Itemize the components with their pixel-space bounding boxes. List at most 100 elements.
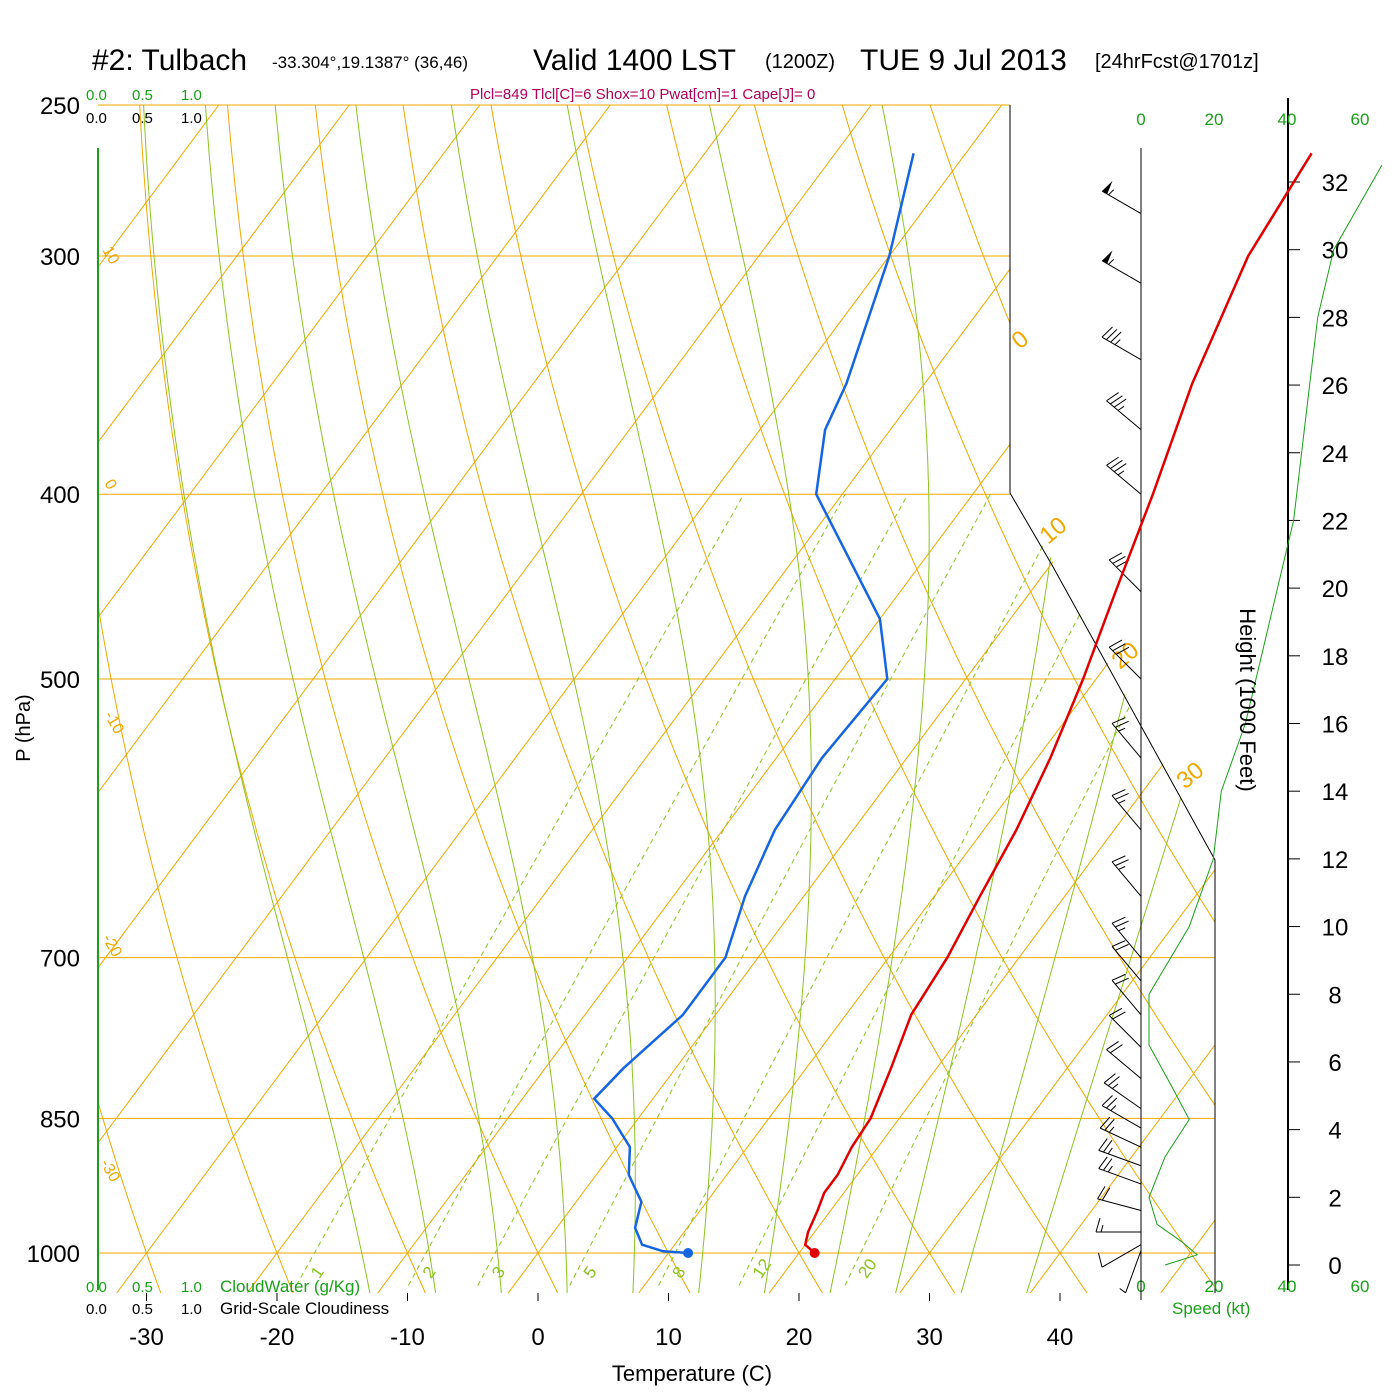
pressure-tick-label: 850 (40, 1106, 80, 1133)
wind-barb-full (1111, 940, 1126, 947)
wind-barb-full (1110, 395, 1123, 405)
wind-barb-full (1111, 916, 1126, 924)
cloudiness-bottom-tick-0: 0.0 (86, 1301, 107, 1318)
wind-barb-full (1111, 717, 1126, 724)
wind-barb (1098, 1156, 1142, 1185)
height-tick-label: 6 (1328, 1050, 1341, 1077)
wind-barb-half (1118, 799, 1126, 804)
surface-dewpoint-dot (683, 1248, 694, 1258)
isotherm-ext--30 (116, 1252, 147, 1293)
cloudiness-bottom-tick-1: 0.5 (132, 1301, 153, 1318)
wind-barb-half (1107, 1147, 1113, 1155)
temperature-tick-label: -20 (260, 1324, 295, 1351)
wind-barb-staff (1106, 400, 1142, 431)
wind-barb (1101, 180, 1142, 214)
wind-barb-staff (1106, 1049, 1142, 1079)
wind-barb-full (1115, 720, 1129, 728)
isotherm-lines (98, 105, 1215, 1293)
wind-barb-half (1100, 1224, 1104, 1233)
wind-barb-full (1115, 859, 1129, 867)
wind-barb-full (1104, 1118, 1115, 1131)
wind-panel: 0246810121416182022242628303200202040406… (1095, 98, 1383, 1300)
forecast-info: [24hrFcst@1701z] (1095, 51, 1259, 73)
wind-barb-staff (1101, 336, 1142, 361)
wind-barb-half (1118, 866, 1126, 870)
isotherm--80 (98, 105, 350, 1254)
mixing-ratio-label: 5 (580, 1263, 601, 1282)
wind-barb-staff (1101, 260, 1142, 284)
height-axis-title: Height (1000 Feet) (1235, 608, 1260, 791)
wind-barb-full (1112, 643, 1126, 652)
wind-barb (1119, 1250, 1142, 1294)
moist-adiabat-20 (701, 105, 812, 1293)
wind-barb-staff (1101, 1244, 1142, 1268)
pressure-tick-label: 400 (40, 482, 80, 509)
wind-barb (1111, 717, 1142, 759)
wind-barb-full (1110, 1044, 1123, 1054)
height-tick-label: 30 (1322, 238, 1349, 265)
dry-adiabat--20 (98, 105, 297, 1293)
wind-barb-full (1108, 552, 1123, 561)
stability-indices: Plcl=849 Tlcl[C]=6 Shox=10 Pwat[cm]=1 Ca… (470, 86, 815, 103)
height-tick-label: 0 (1328, 1253, 1341, 1280)
isotherm-30 (929, 105, 1215, 1254)
wind-barb (1103, 1073, 1142, 1110)
wind-barb-full (1115, 920, 1129, 928)
cloudwater-label: CloudWater (g/Kg) (220, 1277, 360, 1296)
valid-date: TUE 9 Jul 2013 (860, 44, 1067, 77)
dry-adiabat-label: -10 (101, 709, 127, 738)
wind-barb-full (1101, 1095, 1113, 1106)
wind-barb-staff (1111, 946, 1142, 982)
dry-adiabat-label: 0 (1007, 325, 1035, 354)
wind-barb-staff (1111, 723, 1142, 759)
wind-barb-full (1098, 1252, 1103, 1268)
dry-adiabat-label: 0 (101, 477, 120, 493)
wind-barb-full (1103, 1073, 1116, 1084)
wind-barb (1108, 552, 1142, 593)
wind-barb-full (1101, 1187, 1111, 1201)
dry-adiabat-label: 30 (1172, 757, 1210, 795)
height-tick-label: 26 (1322, 373, 1349, 400)
wind-barb-full (1106, 329, 1118, 340)
wind-barb-full (1095, 1217, 1101, 1233)
wind-barb-half (1119, 1288, 1126, 1294)
mixing-ratio-label: 12 (749, 1255, 775, 1281)
wind-barb-full (1111, 855, 1126, 863)
wind-barb-full (1097, 1186, 1106, 1200)
dry-adiabat-label: -30 (97, 1157, 123, 1186)
mixing-ratio-1 (295, 493, 745, 1286)
pressure-tick-label: 500 (40, 667, 80, 694)
wind-barb-staff (1111, 795, 1142, 831)
wind-barb (1111, 973, 1142, 1016)
wind-barb-full (1098, 1138, 1108, 1151)
wind-barb-staff (1106, 464, 1142, 495)
cloud-top-tick-2: 1.0 (181, 87, 202, 104)
pressure-axis: 250 300 400 500 700 850 1000 (27, 93, 80, 1268)
wind-barb (1111, 940, 1142, 982)
temperature-tick-label: 10 (655, 1324, 682, 1351)
pressure-tick-label: 250 (40, 93, 80, 120)
mixing-ratio-8 (658, 493, 1071, 1286)
height-tick-label: 24 (1322, 441, 1349, 468)
isotherm--60 (98, 105, 611, 1254)
height-tick-label: 8 (1328, 982, 1341, 1009)
wind-barb-staff (1111, 979, 1142, 1016)
wind-barb-flag (1102, 250, 1113, 264)
mixing-ratio-label: 20 (854, 1255, 880, 1281)
dry-adiabat-30 (484, 105, 961, 1293)
mixing-ratio-label: 8 (669, 1263, 690, 1282)
valid-time: Valid 1400 LST (533, 44, 736, 77)
wind-barb-staff (1108, 646, 1142, 680)
wind-barb (1101, 1095, 1142, 1129)
height-tick-label: 32 (1322, 170, 1349, 197)
wind-barb-half (1114, 339, 1121, 345)
wind-barb-staff (1108, 559, 1142, 593)
wind-barb-half (1112, 1083, 1119, 1089)
wind-barb-staff (1100, 1127, 1142, 1148)
height-tick-label: 16 (1322, 712, 1349, 739)
isotherm-ext-20 (768, 1252, 800, 1293)
wind-barb-full (1112, 555, 1126, 564)
wind-barb (1111, 789, 1142, 831)
wind-barb-full (1110, 459, 1123, 469)
